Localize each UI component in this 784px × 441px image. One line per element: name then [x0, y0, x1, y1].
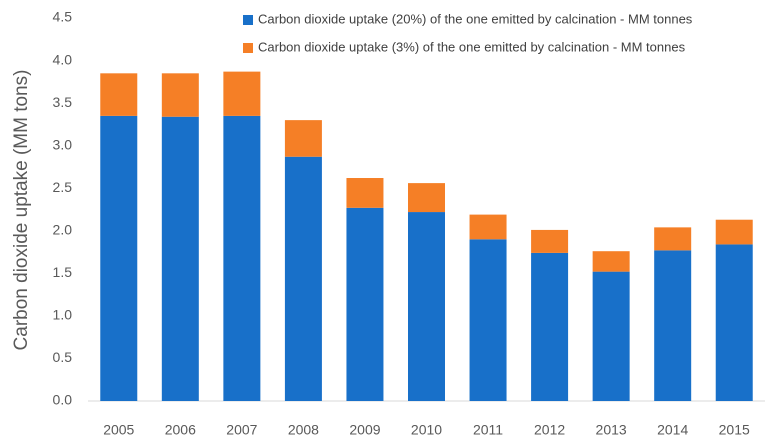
y-tick-label: 2.0 [53, 221, 73, 237]
legend-label: Carbon dioxide uptake (3%) of the one em… [258, 39, 686, 54]
y-tick-label: 3.0 [53, 136, 73, 152]
x-tick-label: 2005 [103, 422, 134, 438]
x-tick-label: 2011 [473, 422, 503, 438]
legend-label: Carbon dioxide uptake (20%) of the one e… [258, 11, 693, 26]
legend-swatch [243, 43, 253, 53]
x-tick-label: 2007 [226, 422, 257, 438]
bar-segment [408, 183, 445, 213]
bar-segment [469, 214, 507, 240]
x-tick-label: 2006 [165, 422, 196, 438]
legend-swatch [243, 15, 253, 25]
bar-segment [592, 251, 630, 272]
x-tick-label: 2015 [719, 422, 750, 438]
x-tick-label: 2009 [349, 422, 380, 438]
bar-segment [284, 156, 322, 401]
y-tick-label: 4.0 [53, 51, 73, 67]
y-tick-label: 0.0 [53, 392, 73, 408]
bar-segment [223, 71, 261, 116]
bar-segment [469, 239, 507, 401]
y-tick-label: 1.5 [53, 264, 73, 280]
x-tick-label: 2008 [288, 422, 319, 438]
bar-segment [284, 120, 322, 157]
x-tick-label: 2014 [657, 422, 688, 438]
bar-segment [408, 212, 445, 401]
bar-segment [592, 271, 630, 401]
bar-segment [654, 250, 692, 401]
bar-segment [531, 252, 569, 401]
bar-segment [715, 219, 753, 245]
y-tick-label: 3.5 [53, 94, 73, 110]
bar-segment [100, 115, 138, 401]
bar-segment [223, 115, 261, 401]
bar-segment [654, 227, 692, 251]
y-tick-label: 0.5 [53, 349, 73, 365]
bar-segment [346, 207, 384, 401]
bar-segment [100, 73, 138, 116]
bar-segment [161, 116, 199, 402]
x-tick-label: 2012 [534, 422, 565, 438]
y-tick-label: 4.5 [53, 9, 73, 25]
y-tick-label: 1.0 [53, 307, 73, 323]
bar-segment [531, 229, 569, 253]
bar-segment [346, 178, 384, 208]
x-tick-label: 2010 [411, 422, 442, 438]
y-axis-title: Carbon dioxide uptake (MM tons) [11, 70, 32, 351]
bar-segment [715, 244, 753, 401]
y-tick-label: 2.5 [53, 179, 73, 195]
x-tick-label: 2013 [596, 422, 627, 438]
bar-segment [161, 73, 199, 117]
